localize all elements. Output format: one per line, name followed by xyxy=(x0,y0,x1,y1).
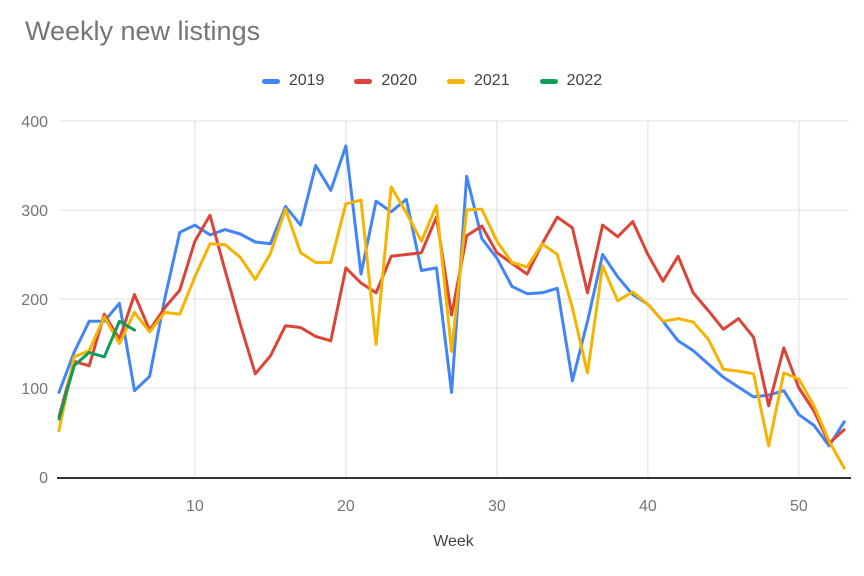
legend-swatch-2019 xyxy=(261,78,280,84)
series-line-2021 xyxy=(57,185,846,470)
y-tick-label-300: 300 xyxy=(21,203,48,220)
legend-swatch-2021 xyxy=(447,78,465,84)
legend-label-2021: 2021 xyxy=(474,72,510,89)
legend-swatch-2022 xyxy=(539,78,558,84)
legend-label-2019: 2019 xyxy=(288,72,325,89)
y-tick-label-400: 400 xyxy=(21,114,48,131)
x-tick-label-30: 30 xyxy=(488,498,506,515)
chart-title: Weekly new listings xyxy=(25,16,261,46)
x-axis-title: Week xyxy=(433,533,474,550)
x-tick-label-20: 20 xyxy=(337,498,355,515)
x-tick-label-40: 40 xyxy=(639,498,657,515)
x-tick-label-10: 10 xyxy=(186,498,204,515)
legend-item-2019: 2019 xyxy=(261,72,325,90)
legend-item-2020: 2020 xyxy=(354,72,417,90)
y-tick-label-100: 100 xyxy=(21,381,48,398)
legend: 2019 2020 2021 2022 xyxy=(0,68,864,94)
x-tick-label-50: 50 xyxy=(790,498,808,515)
series-line-2022 xyxy=(57,319,136,421)
legend-item-2022: 2022 xyxy=(539,72,603,90)
legend-label-2020: 2020 xyxy=(381,72,417,89)
legend-item-2021: 2021 xyxy=(447,72,510,90)
y-tick-label-200: 200 xyxy=(21,292,48,309)
legend-swatch-2020 xyxy=(354,78,373,84)
series-line-2019 xyxy=(57,144,846,448)
legend-label-2022: 2022 xyxy=(566,72,603,89)
y-tick-label-0: 0 xyxy=(39,470,48,487)
series-line-2020 xyxy=(57,213,846,445)
